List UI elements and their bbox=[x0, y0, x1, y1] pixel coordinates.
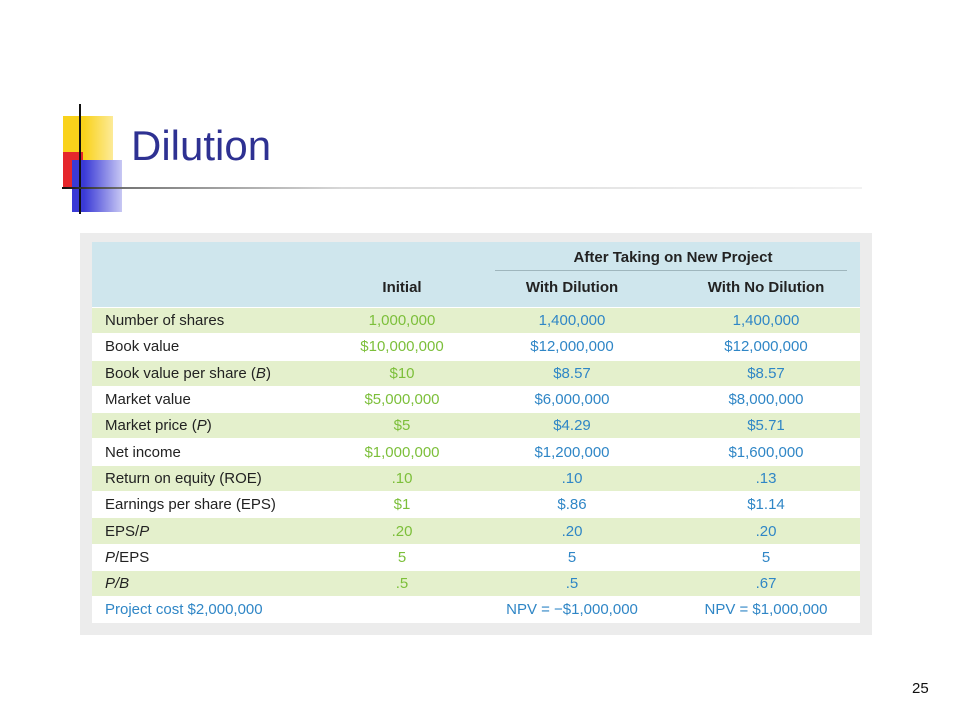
slide-title: Dilution bbox=[131, 122, 272, 169]
cell-no-dilution: .67 bbox=[755, 575, 777, 593]
cell-with-dilution: $1,200,000 bbox=[534, 443, 610, 461]
table-panel: After Taking on New Project Initial With… bbox=[80, 233, 872, 635]
cell-no-dilution: 1,400,000 bbox=[732, 312, 800, 330]
cell-with-dilution: $6,000,000 bbox=[534, 391, 610, 409]
cell-initial: $1 bbox=[393, 496, 411, 514]
row-label: Return on equity (ROE) bbox=[105, 469, 262, 487]
row-label: Book value bbox=[105, 338, 180, 356]
table-row: P/EPS 5 5 5 bbox=[92, 543, 860, 570]
table-row: Return on equity (ROE) .10 .10 .13 bbox=[92, 464, 860, 492]
cell-initial: .5 bbox=[395, 575, 409, 593]
cell-no-dilution: .13 bbox=[755, 469, 777, 487]
row-label: Market value bbox=[105, 391, 191, 409]
table-row: EPS/P .20 .20 .20 bbox=[92, 517, 860, 544]
row-label: Book value per share (B) bbox=[105, 364, 271, 382]
table-row: Number of shares 1,000,000 1,400,000 1,4… bbox=[92, 307, 860, 334]
row-label: Number of shares bbox=[105, 312, 225, 330]
cell-initial: 1,000,000 bbox=[368, 312, 436, 330]
cell-with-dilution: $.86 bbox=[557, 496, 587, 514]
row-label: Market price (P) bbox=[105, 417, 212, 435]
row-label: Net income bbox=[105, 443, 181, 461]
cell-no-dilution: $1,600,000 bbox=[728, 443, 804, 461]
cell-initial: $10,000,000 bbox=[360, 338, 444, 356]
cell-with-dilution: 5 bbox=[567, 548, 577, 566]
cell-initial: $10 bbox=[389, 364, 415, 382]
title-ornament-vertical-line bbox=[79, 104, 81, 214]
cell-with-dilution: $4.29 bbox=[553, 417, 591, 435]
table-row: Book value $10,000,000 $12,000,000 $12,0… bbox=[92, 333, 860, 359]
cell-with-dilution: 1,400,000 bbox=[538, 312, 606, 330]
cell-initial: .20 bbox=[391, 522, 413, 540]
table-footer-row: Project cost $2,000,000 NPV = −$1,000,00… bbox=[92, 596, 860, 622]
table-row: Net income $1,000,000 $1,200,000 $1,600,… bbox=[92, 438, 860, 464]
header-group-rule bbox=[495, 270, 847, 271]
page-number: 25 bbox=[912, 680, 929, 697]
cell-with-dilution: $12,000,000 bbox=[530, 338, 614, 356]
cell-initial: $5,000,000 bbox=[364, 391, 440, 409]
cell-with-dilution: $8.57 bbox=[553, 364, 591, 382]
project-cost-label: Project cost $2,000,000 bbox=[105, 601, 263, 619]
cell-initial: .10 bbox=[391, 469, 413, 487]
table-row: Book value per share (B) $10 $8.57 $8.57 bbox=[92, 359, 860, 386]
cell-no-dilution: .20 bbox=[755, 522, 777, 540]
npv-with-dilution: NPV = −$1,000,000 bbox=[506, 601, 638, 619]
header-with-dilution: With Dilution bbox=[525, 279, 619, 296]
table-row: Market value $5,000,000 $6,000,000 $8,00… bbox=[92, 385, 860, 412]
row-label: EPS/P bbox=[105, 522, 150, 540]
table-row: Market price (P) $5 $4.29 $5.71 bbox=[92, 412, 860, 439]
cell-with-dilution: .20 bbox=[561, 522, 583, 540]
header-initial: Initial bbox=[382, 279, 422, 296]
row-label: Earnings per share (EPS) bbox=[105, 496, 276, 514]
title-ornament-fade bbox=[84, 116, 129, 212]
cell-initial: 5 bbox=[397, 548, 407, 566]
row-label: P/B bbox=[105, 575, 130, 593]
row-label: P/EPS bbox=[105, 548, 150, 566]
table-row: Earnings per share (EPS) $1 $.86 $1.14 bbox=[92, 491, 860, 517]
cell-no-dilution: $1.14 bbox=[747, 496, 785, 514]
cell-with-dilution: .5 bbox=[565, 575, 579, 593]
table-row: P/B .5 .5 .67 bbox=[92, 569, 860, 597]
cell-no-dilution: $8,000,000 bbox=[728, 391, 804, 409]
cell-no-dilution: $12,000,000 bbox=[724, 338, 808, 356]
npv-no-dilution: NPV = $1,000,000 bbox=[704, 601, 828, 619]
header-with-no-dilution: With No Dilution bbox=[707, 279, 825, 296]
cell-no-dilution: $8.57 bbox=[747, 364, 785, 382]
table-header: After Taking on New Project Initial With… bbox=[92, 242, 860, 307]
cell-initial: $5 bbox=[393, 417, 411, 435]
cell-with-dilution: .10 bbox=[561, 469, 583, 487]
cell-no-dilution: $5.71 bbox=[747, 417, 785, 435]
header-group-new-project: After Taking on New Project bbox=[573, 249, 773, 266]
dilution-table: After Taking on New Project Initial With… bbox=[92, 242, 860, 623]
cell-no-dilution: 5 bbox=[761, 548, 771, 566]
cell-initial: $1,000,000 bbox=[364, 443, 440, 461]
title-underline bbox=[62, 187, 862, 189]
